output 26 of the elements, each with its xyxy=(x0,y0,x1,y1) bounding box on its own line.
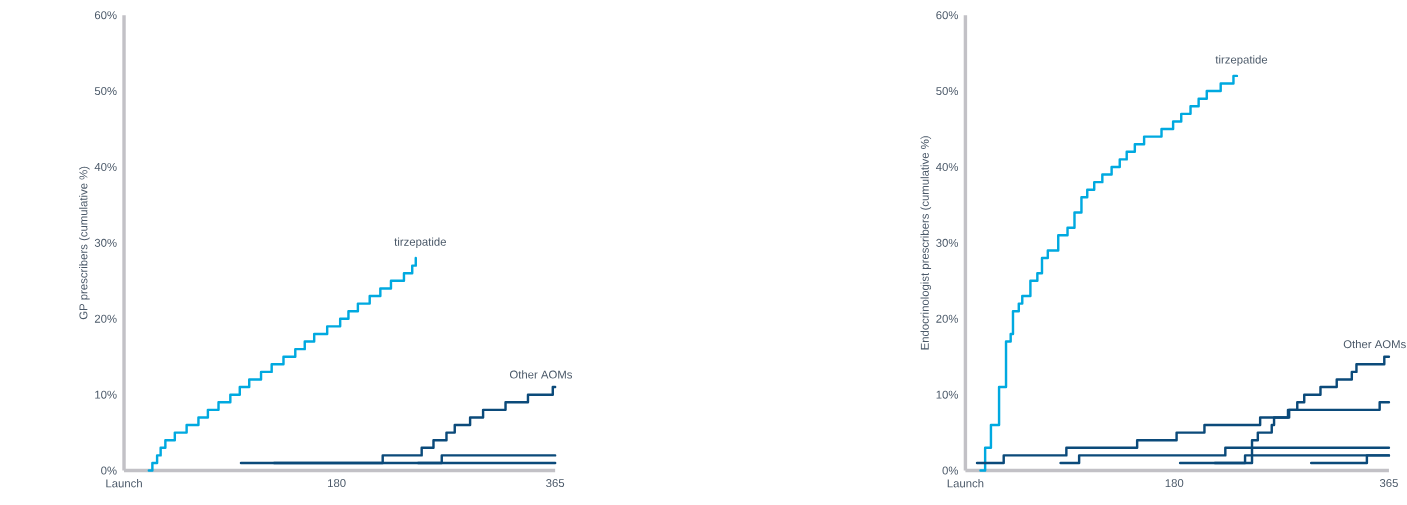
y-tick-label: 50% xyxy=(936,86,959,95)
y-tick-label: 40% xyxy=(936,162,959,171)
x-tick-label: 365 xyxy=(1379,478,1398,487)
y-tick-label: 50% xyxy=(94,86,117,95)
y-tick-label: 60% xyxy=(94,10,117,19)
y-tick-label: 10% xyxy=(936,390,959,399)
series-label: tirzepatide xyxy=(1215,55,1268,66)
y-tick-label: 0% xyxy=(101,466,117,475)
y-axis-title: Endocrinologist prescribers (cumulative %) xyxy=(920,135,932,350)
x-tick-label: 365 xyxy=(546,478,565,487)
y-tick-label: 30% xyxy=(936,238,959,247)
y-tick-label: 0% xyxy=(942,466,959,475)
y-tick-label: 60% xyxy=(936,10,959,19)
y-tick-label: 30% xyxy=(94,238,117,247)
y-tick-label: 10% xyxy=(95,390,117,399)
series-label: Other AOMs xyxy=(1343,339,1406,348)
x-tick-label: 180 xyxy=(328,478,346,487)
y-tick-label: 20% xyxy=(936,314,959,323)
x-tick-label: 180 xyxy=(1165,478,1184,487)
y-tick-label: 40% xyxy=(94,162,117,171)
series-label: Other AOMs xyxy=(509,370,573,379)
y-tick-label: 20% xyxy=(94,314,117,323)
x-tick-label: Launch xyxy=(106,478,142,488)
x-tick-label: Launch xyxy=(947,478,984,488)
series-label: tirzepatide xyxy=(394,237,446,248)
y-axis-title: GP prescribers (cumulative %) xyxy=(79,166,90,319)
